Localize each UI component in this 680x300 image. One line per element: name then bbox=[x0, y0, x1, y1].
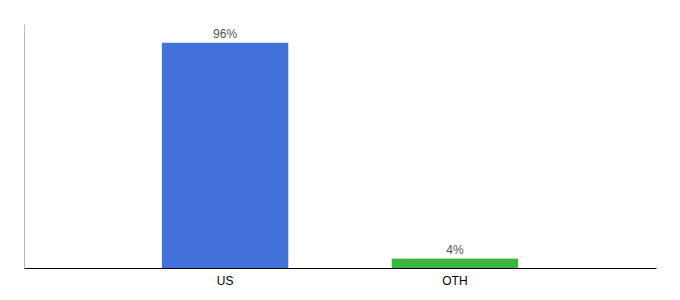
x-tick-label: OTH bbox=[442, 274, 467, 288]
data-labels: 96% 4% bbox=[213, 27, 464, 257]
chart-container: US OTH 96% 4% bbox=[0, 0, 680, 300]
plot: US OTH 96% 4% bbox=[25, 25, 657, 288]
bar bbox=[162, 43, 288, 268]
x-axis-line bbox=[25, 268, 657, 269]
x-axis: US OTH bbox=[25, 269, 657, 288]
x-tick: OTH bbox=[442, 274, 467, 288]
chart-svg: US OTH 96% 4% bbox=[0, 0, 680, 300]
y-axis-line bbox=[24, 25, 25, 269]
x-tick-label: US bbox=[217, 274, 234, 288]
page: {"chart_data": {"type": "bar", "categori… bbox=[0, 0, 680, 300]
data-label: 4% bbox=[446, 243, 464, 257]
bar bbox=[392, 259, 518, 268]
y-axis bbox=[24, 25, 25, 269]
bars bbox=[162, 43, 518, 268]
x-tick: US bbox=[217, 274, 234, 288]
data-label: 96% bbox=[213, 27, 237, 41]
